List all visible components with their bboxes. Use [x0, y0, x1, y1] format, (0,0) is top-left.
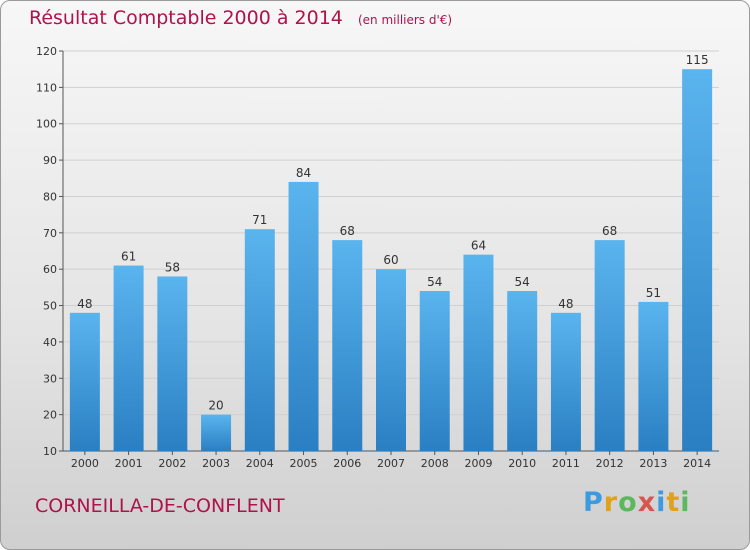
- y-tick-label: 120: [36, 45, 57, 58]
- chart-subtitle: (en milliers d'€): [357, 13, 453, 27]
- bar-2005[interactable]: [288, 181, 319, 451]
- proxiti-logo[interactable]: Proxiti: [583, 487, 691, 518]
- data-label-2010: 54: [515, 275, 530, 289]
- x-tick-label: 2004: [246, 457, 274, 470]
- logo-letter: o: [618, 487, 638, 518]
- logo-letter: x: [637, 487, 657, 518]
- x-tick-label: 2002: [158, 457, 186, 470]
- data-label-2001: 61: [121, 250, 136, 264]
- bar-2012[interactable]: [594, 240, 625, 451]
- logo-letter: r: [603, 487, 619, 518]
- data-label-2007: 60: [383, 253, 398, 267]
- x-tick-label: 2010: [508, 457, 536, 470]
- x-tick-label: 2013: [639, 457, 667, 470]
- bar-2003[interactable]: [201, 414, 232, 451]
- data-label-2004: 71: [252, 213, 267, 227]
- bar-2002[interactable]: [157, 276, 188, 451]
- chart-title: Résultat Comptable 2000 à 2014: [29, 7, 343, 29]
- bar-2001[interactable]: [113, 265, 144, 451]
- bar-2004[interactable]: [244, 229, 275, 451]
- y-tick-label: 110: [36, 81, 57, 94]
- y-tick-label: 70: [43, 227, 57, 240]
- title-row: Résultat Comptable 2000 à 2014 (en milli…: [29, 7, 452, 29]
- data-label-2009: 64: [471, 239, 486, 253]
- commune-name: CORNEILLA-DE-CONFLENT: [35, 495, 285, 517]
- y-tick-label: 20: [43, 409, 57, 422]
- axis-layer: 10 20 30 40 50 60 70 80 90 100 110 120 2000 2001 2002 2…: [36, 45, 719, 470]
- x-tick-label: 2007: [377, 457, 405, 470]
- data-label-2014: 115: [686, 53, 709, 67]
- bar-2011[interactable]: [550, 312, 581, 451]
- x-tick-label: 2011: [552, 457, 580, 470]
- x-tick-label: 2003: [202, 457, 230, 470]
- bar-2007[interactable]: [376, 269, 406, 451]
- data-label-2000: 48: [77, 297, 92, 311]
- logo-letter: i: [680, 487, 691, 518]
- y-tick-label: 90: [43, 154, 57, 167]
- logo-letter: i: [656, 487, 667, 518]
- x-tick-label: 2014: [683, 457, 711, 470]
- x-tick-label: 2005: [290, 457, 318, 470]
- bar-2013[interactable]: [638, 301, 669, 451]
- data-label-2008: 54: [427, 275, 442, 289]
- bar-2009[interactable]: [463, 254, 494, 451]
- bar-2014[interactable]: [682, 69, 713, 451]
- x-tick-label: 2012: [596, 457, 624, 470]
- x-tick-label: 2008: [421, 457, 449, 470]
- bar-2000[interactable]: [69, 312, 100, 451]
- logo-letter: t: [666, 487, 681, 518]
- y-tick-label: 40: [43, 336, 57, 349]
- y-tick-label: 10: [43, 445, 57, 458]
- y-tick-label: 50: [43, 300, 57, 313]
- y-tick-label: 100: [36, 118, 57, 131]
- data-label-2011: 48: [558, 297, 573, 311]
- data-label-2003: 20: [208, 399, 223, 413]
- data-label-2002: 58: [165, 260, 180, 274]
- data-label-2006: 68: [340, 224, 355, 238]
- x-tick-label: 2009: [464, 457, 492, 470]
- x-tick-label: 2006: [333, 457, 361, 470]
- y-tick-label: 30: [43, 372, 57, 385]
- y-tick-label: 60: [43, 263, 57, 276]
- label-layer: 48 61 58 20 71 84 68 60 54 64 54 48 68 51 115: [77, 53, 708, 412]
- data-label-2012: 68: [602, 224, 617, 238]
- logo-letter: P: [583, 487, 604, 518]
- bar-2010[interactable]: [507, 291, 538, 451]
- bar-layer: [69, 69, 713, 451]
- bar-2006[interactable]: [332, 240, 363, 451]
- data-label-2005: 84: [296, 166, 311, 180]
- x-tick-label: 2000: [71, 457, 99, 470]
- bar-2008[interactable]: [419, 291, 450, 451]
- y-tick-label: 80: [43, 190, 57, 203]
- data-label-2013: 51: [646, 286, 661, 300]
- x-tick-label: 2001: [115, 457, 143, 470]
